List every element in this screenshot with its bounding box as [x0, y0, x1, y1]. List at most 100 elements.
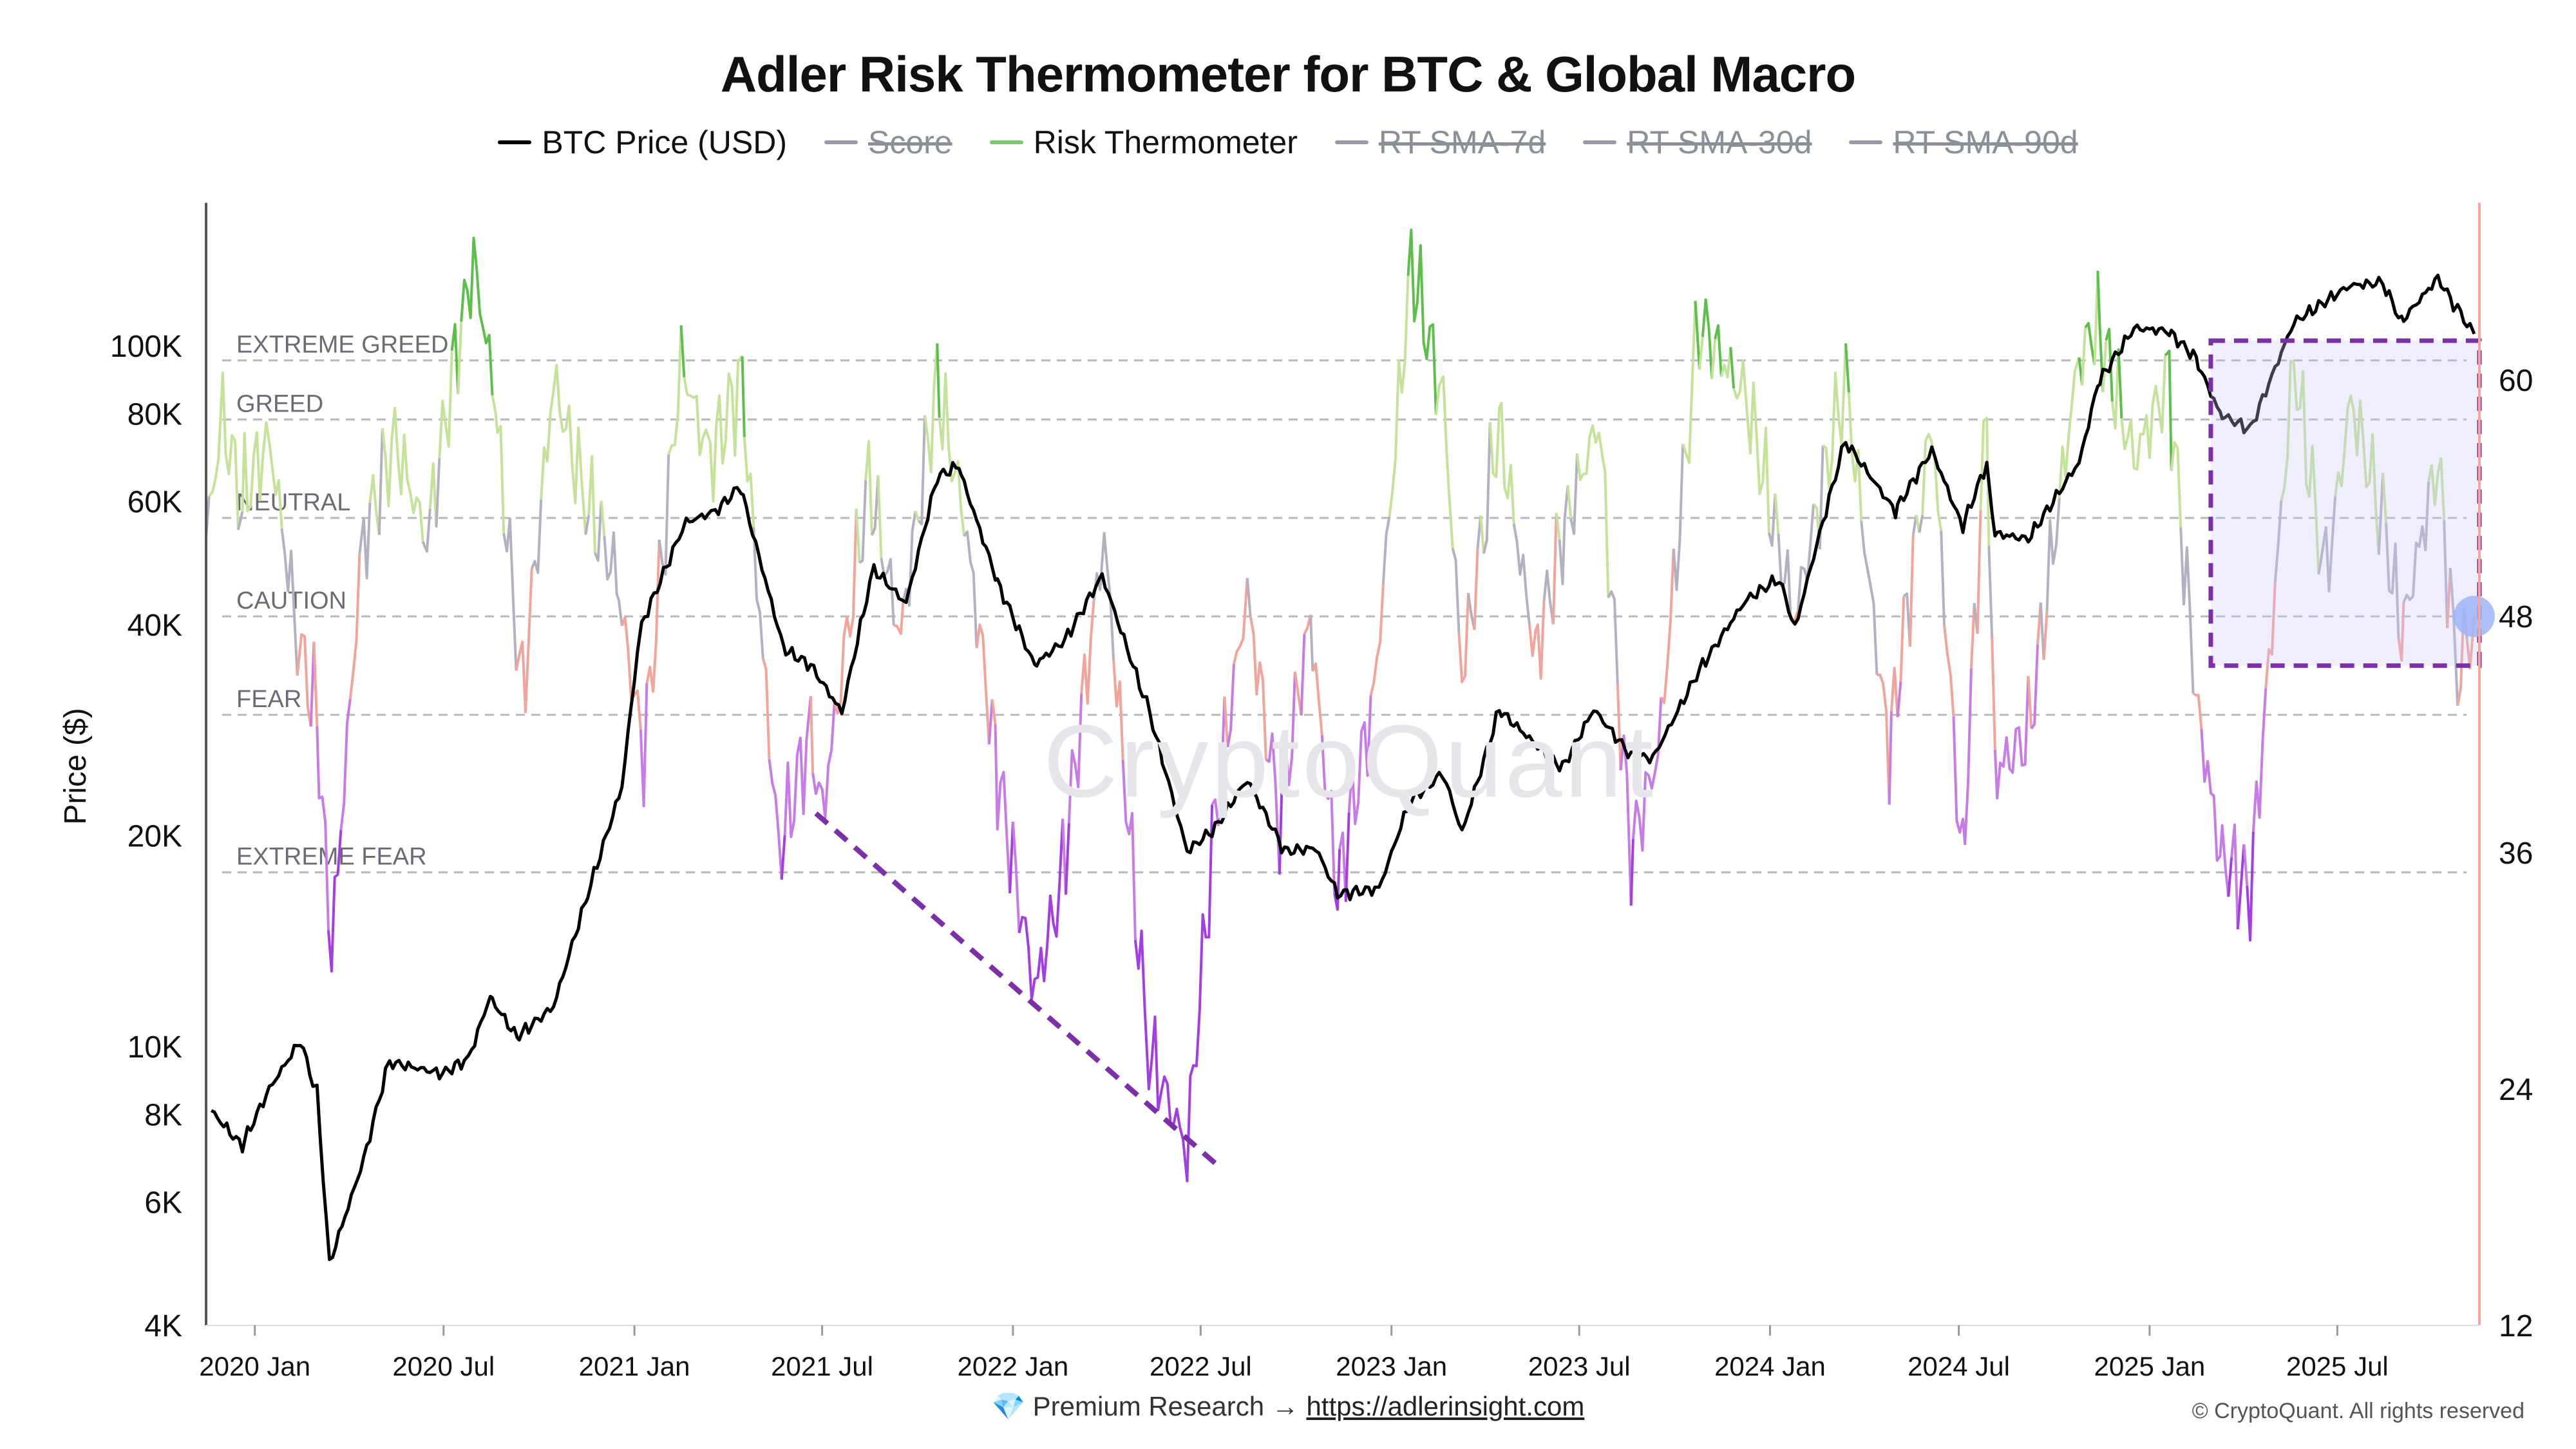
rt-segment — [876, 475, 883, 558]
rt-segment — [1369, 584, 1385, 696]
rt-segment — [594, 500, 603, 562]
rt-segment — [1629, 838, 1634, 906]
rt-segment — [1281, 672, 1296, 786]
current-marker — [2453, 596, 2495, 638]
legend: BTC Price (USD) Score Risk Thermometer R… — [0, 124, 2576, 161]
trendline — [814, 811, 1222, 1170]
rt-segment — [2027, 676, 2033, 729]
rt-segment — [2081, 327, 2087, 386]
axes: 4K 6K 8K 10K 20K 40K 60K 80K 100K 12 24 36 48 60 Price… — [59, 203, 2533, 1381]
legend-item-risk-thermometer[interactable]: Risk Thermometer — [989, 124, 1298, 161]
rt-segment — [358, 502, 372, 580]
rt-segment — [783, 696, 812, 838]
legend-item-btc-price[interactable]: BTC Price (USD) — [498, 124, 787, 161]
rt-segment — [2101, 340, 2108, 393]
rt-segment — [1347, 696, 1372, 826]
rt-segment — [2448, 567, 2459, 706]
x-tick-label: 2022 Jan — [957, 1351, 1068, 1381]
rt-segment — [435, 458, 441, 527]
rt-segment — [2246, 831, 2255, 942]
rt-segment — [1888, 711, 1893, 805]
x-tick-label: 2024 Jul — [1908, 1351, 2010, 1381]
rt-segment — [280, 528, 299, 676]
rt-segment — [1245, 578, 1252, 617]
legend-item-rt-sma-7d[interactable]: RT SMA-7d — [1334, 124, 1546, 161]
highlight-box — [2208, 338, 2482, 668]
x-tick-label: 2022 Jul — [1150, 1351, 1252, 1381]
rt-segment — [639, 683, 649, 808]
rt-segment — [864, 440, 873, 536]
rt-segment — [1067, 693, 1083, 824]
rt-segment — [236, 511, 244, 531]
x-tick-label: 2024 Jan — [1714, 1351, 1826, 1381]
y-right-tick-label: 36 — [2499, 837, 2533, 871]
legend-swatch — [1849, 140, 1883, 144]
rt-segment — [923, 343, 939, 474]
rt-segment — [645, 539, 661, 693]
rt-segment — [1080, 600, 1095, 705]
rt-segment — [2377, 473, 2385, 555]
rt-segment — [2273, 500, 2283, 583]
rt-segment — [1121, 759, 1137, 940]
rt-segment — [438, 350, 453, 459]
rt-segment — [1338, 831, 1347, 902]
rt-segment — [1265, 732, 1281, 875]
rt-segment — [1488, 402, 1515, 524]
legend-item-score[interactable]: Score — [824, 124, 952, 161]
rt-segment — [1921, 433, 1943, 531]
rt-segment — [2242, 844, 2249, 886]
rt-segment — [761, 658, 771, 759]
x-tick-label: 2025 Jul — [2286, 1351, 2389, 1381]
rt-segment — [339, 699, 352, 830]
x-tick-label: 2021 Jul — [771, 1351, 873, 1381]
rt-segment — [987, 699, 994, 744]
rt-segment — [2117, 348, 2123, 419]
legend-label: RT SMA-7d — [1378, 124, 1546, 160]
y-left-tick-label: 60K — [128, 485, 182, 519]
rt-segment — [1223, 696, 1229, 748]
rt-segment — [1479, 515, 1485, 554]
rt-segment — [833, 508, 858, 715]
y-right-tick-label: 12 — [2499, 1309, 2533, 1343]
legend-label: RT SMA-90d — [1893, 124, 2078, 160]
zone-label: EXTREME GREED — [236, 332, 448, 359]
y-left-tick-label: 40K — [128, 609, 182, 643]
x-tick-label: 2023 Jan — [1336, 1351, 1447, 1381]
rt-segment — [994, 724, 1012, 894]
y-axis-label: Price ($) — [59, 708, 93, 824]
legend-swatch — [824, 140, 858, 144]
rt-segment — [2042, 611, 2049, 660]
rt-segment — [1551, 513, 1558, 625]
rt-segment — [1278, 758, 1284, 875]
x-tick-label: 2025 Jan — [2094, 1351, 2205, 1381]
rt-segment — [2170, 440, 2183, 527]
rt-segment — [1797, 504, 1815, 611]
rt-segment — [1555, 513, 1561, 540]
copyright: © CryptoQuant. All rights reserved — [2192, 1399, 2524, 1423]
rt-segment — [1908, 535, 1915, 647]
rt-segment — [2264, 582, 2277, 688]
rt-segment — [1822, 343, 1847, 490]
legend-item-rt-sma-90d[interactable]: RT SMA-90d — [1849, 124, 2078, 161]
rt-segment — [2105, 328, 2114, 402]
y-left-tick-label: 6K — [144, 1186, 182, 1220]
rt-segment — [1694, 301, 1701, 370]
rt-segment — [683, 355, 744, 503]
x-tick-label: 2020 Jan — [199, 1351, 310, 1381]
zone-labels: EXTREME GREED GREED NEUTRAL CAUTION FEAR EXTR… — [236, 332, 448, 871]
rt-segment — [1542, 569, 1555, 625]
footer-link[interactable]: https://adlerinsight.com — [1306, 1391, 1585, 1421]
rt-segment — [1473, 549, 1479, 630]
rt-segment — [1698, 337, 1704, 370]
rt-segment — [936, 343, 941, 418]
x-tick-label: 2020 Jul — [392, 1351, 495, 1381]
x-tick-label: 2021 Jan — [579, 1351, 690, 1381]
legend-item-rt-sma-30d[interactable]: RT SMA-30d — [1583, 124, 1812, 161]
rt-segment — [2200, 728, 2230, 897]
rt-segment — [2179, 527, 2195, 694]
rt-segment — [780, 835, 786, 880]
rt-segment — [1309, 614, 1314, 672]
rt-segment — [1406, 228, 1437, 415]
rt-segment — [1320, 735, 1336, 894]
